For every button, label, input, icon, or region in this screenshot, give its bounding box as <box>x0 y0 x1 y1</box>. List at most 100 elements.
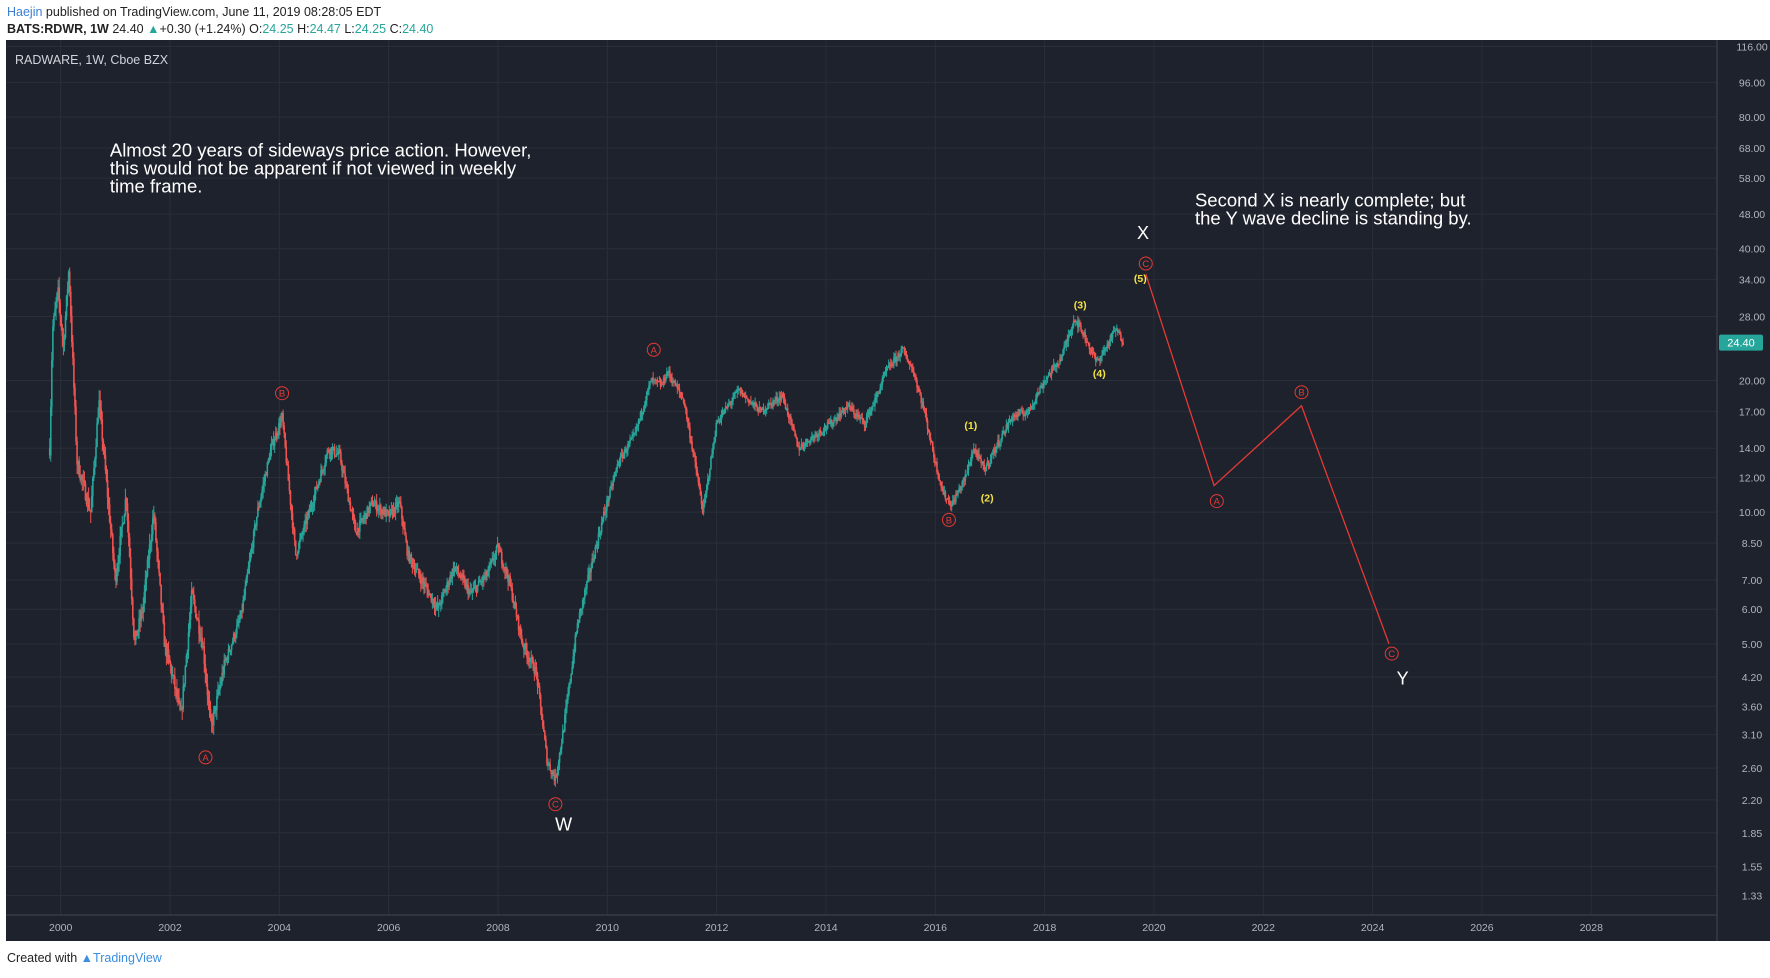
wave-circle <box>275 386 290 401</box>
candle-body <box>1078 322 1080 328</box>
candle-body <box>1108 340 1111 347</box>
candle-body <box>87 497 90 509</box>
candle-body <box>786 408 789 416</box>
candle-body <box>638 418 641 422</box>
candle-body <box>315 486 318 489</box>
candle-body <box>394 503 397 514</box>
candle-body <box>825 428 828 430</box>
candle-body <box>924 410 927 414</box>
candle-body <box>629 440 631 444</box>
candle-body <box>985 465 988 472</box>
candle-body <box>417 568 420 575</box>
candle-body <box>737 389 740 391</box>
tradingview-link[interactable]: TradingView <box>93 951 162 965</box>
candle-body <box>581 600 584 610</box>
candle-body <box>391 508 394 516</box>
candle-body <box>552 771 555 776</box>
candle-body <box>567 693 569 700</box>
candle-body <box>95 447 97 459</box>
author-link[interactable]: Haejin <box>7 5 43 19</box>
candle-body <box>630 438 632 441</box>
candle-body <box>149 542 152 545</box>
price-tick-label: 40.00 <box>1739 244 1765 256</box>
candle-body <box>411 559 414 567</box>
candle-body <box>543 726 545 732</box>
candle-body <box>418 574 421 579</box>
wave-projection <box>1145 273 1390 645</box>
candle-body <box>333 446 336 456</box>
candle-body <box>736 389 739 393</box>
price-axis[interactable]: 116.00 96.00 80.00 68.00 58.00 48.00 40.00 34.0… <box>1736 41 1767 902</box>
candle-body <box>369 502 372 507</box>
candle-body <box>148 544 151 560</box>
wave-circle <box>941 512 956 527</box>
candle-body <box>113 553 115 564</box>
candle-body <box>710 456 712 470</box>
time-axis[interactable]: 2000 2002 2004 2006 2008 2010 2012 2014 2016 2018… <box>49 922 1603 934</box>
candle-body <box>484 575 486 579</box>
candle-body <box>751 402 753 404</box>
candle-body <box>465 583 467 588</box>
candle-body <box>937 472 939 475</box>
candle-body <box>453 566 456 573</box>
candle-body <box>963 479 966 481</box>
annotations: Almost 20 years of sideways price action… <box>110 139 1472 228</box>
footer: Created with ▲TradingView <box>7 951 162 965</box>
candle-body <box>935 462 937 464</box>
candle-body <box>118 556 120 563</box>
candle-body <box>353 517 356 523</box>
candle-body <box>131 598 134 619</box>
candle-body <box>611 485 613 487</box>
wave-projection-line <box>1145 273 1390 645</box>
candle-body <box>157 551 159 561</box>
candle-body <box>528 657 530 662</box>
candle-body <box>675 384 678 387</box>
candle-body <box>1081 329 1083 334</box>
candle-body <box>163 622 166 647</box>
price-tick-label: 8.50 <box>1742 538 1763 550</box>
candle-body <box>1027 407 1030 411</box>
candle-body <box>915 376 917 381</box>
candle-body <box>594 546 597 559</box>
candle-body <box>564 714 566 732</box>
candle-body <box>793 426 795 431</box>
candle-body <box>354 522 357 533</box>
candle-body <box>455 566 458 569</box>
candle-body <box>716 422 719 424</box>
candle-body <box>618 462 621 465</box>
candle-body <box>820 432 823 434</box>
candle-body <box>1025 412 1028 415</box>
candle-body <box>714 436 716 442</box>
candle-body <box>508 575 510 583</box>
candle-body <box>955 494 957 502</box>
candle-body <box>771 402 773 406</box>
candle-body <box>654 379 657 381</box>
candle-body <box>553 775 556 781</box>
candle-body <box>765 408 768 410</box>
candle-body <box>799 448 802 451</box>
year-tick-label: 2024 <box>1361 922 1385 934</box>
candle-body <box>357 527 360 533</box>
candle-body <box>312 503 315 507</box>
candle-body <box>438 603 441 606</box>
candle-body <box>588 570 590 575</box>
wave-letter: B <box>1298 388 1304 399</box>
candle-body <box>474 586 477 588</box>
candle-body <box>375 501 378 512</box>
wave-letter: A <box>1214 497 1221 508</box>
candle-body <box>838 412 841 420</box>
candle-body <box>946 498 949 500</box>
candle-body <box>942 488 945 495</box>
candle-body <box>420 578 422 584</box>
candle-body <box>703 498 706 505</box>
candle-body <box>860 417 863 419</box>
candle-body <box>103 450 106 455</box>
candle-body <box>1012 414 1015 418</box>
candle-body <box>359 520 361 533</box>
candle-body <box>439 604 442 606</box>
candle-body <box>1103 350 1105 352</box>
candle-body <box>96 423 98 448</box>
candle-body <box>637 421 640 426</box>
candle-body <box>746 398 749 400</box>
